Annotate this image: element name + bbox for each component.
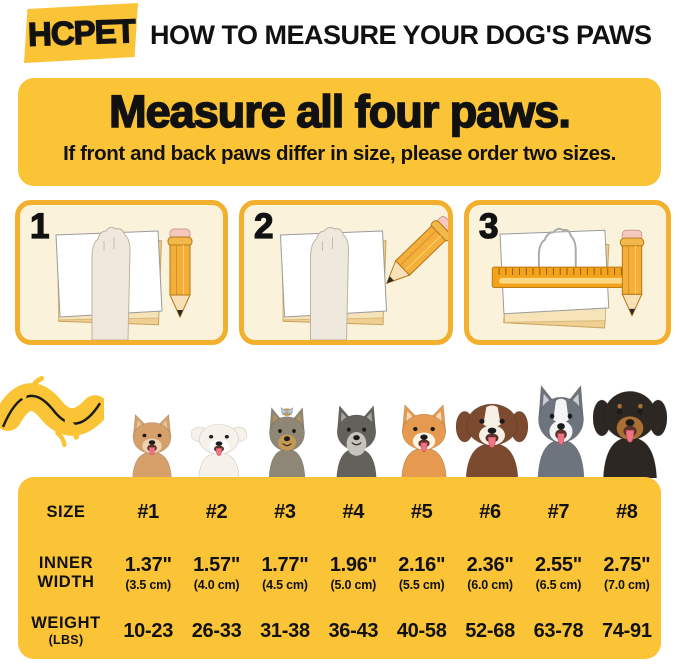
- dog-photo-australian-shepherd: [455, 390, 529, 479]
- weight-value: 36-43: [328, 619, 379, 642]
- dog-photo-miniature-schnauzer: [329, 403, 384, 479]
- step-card-3: 3: [464, 200, 671, 345]
- page-title: HOW TO MEASURE YOUR DOG'S PAWS: [150, 19, 652, 50]
- size-value: #8: [615, 500, 638, 523]
- pencil-icon: [385, 216, 448, 285]
- size-chart: SIZE #1 #2 #3 #4 #5 #6 #7 #8 INNER WIDTH…: [18, 477, 661, 659]
- inner-width-value: 2.36" (6.0 cm): [466, 554, 514, 592]
- measure-banner: Measure all four paws. If front and back…: [18, 78, 661, 186]
- size-value: #6: [479, 500, 501, 523]
- dogs-row: [0, 345, 679, 479]
- dog-paw-icon: [91, 226, 131, 340]
- size-value: #5: [410, 500, 433, 523]
- pencil-icon: [167, 228, 193, 319]
- size-value: #3: [274, 500, 296, 523]
- brand-logo: HCPET: [24, 3, 138, 63]
- inner-width-value: 1.37" (3.5 cm): [124, 554, 172, 592]
- step-card-2: 2: [239, 200, 453, 345]
- dog-photo-yorkshire-terrier: [262, 405, 312, 479]
- weight-row-label: WEIGHT (LBS): [31, 614, 101, 648]
- step-number: 1: [29, 206, 50, 246]
- dog-photo-chihuahua: [125, 412, 179, 479]
- size-value: #4: [342, 500, 365, 523]
- dog-photo-bichon-frise: [190, 414, 248, 479]
- weight-value: 74-91: [601, 619, 652, 642]
- ruler-icon: [491, 266, 635, 289]
- dog-paw-icon: [310, 226, 350, 340]
- size-value: #1: [137, 500, 160, 523]
- inner-width-value: 1.77" (4.5 cm): [261, 554, 309, 592]
- pencil-icon: [619, 229, 645, 317]
- size-row: SIZE #1 #2 #3 #4 #5 #6 #7 #8: [18, 477, 661, 543]
- step-2-illustration: [279, 216, 448, 340]
- paw-outline: [537, 227, 577, 270]
- inner-width-value: 2.55" (6.5 cm): [534, 554, 582, 592]
- step-card-1: 1: [15, 200, 228, 345]
- inner-width-value: 2.16" (5.5 cm): [398, 554, 446, 592]
- weight-value: 31-38: [260, 619, 310, 642]
- steps-row: 1: [0, 200, 679, 345]
- inner-width-value: 1.57" (4.0 cm): [193, 554, 241, 592]
- dog-photo-rottweiler: [592, 375, 668, 479]
- weight-value: 10-23: [123, 619, 174, 642]
- paw-doodle-icon: [0, 375, 104, 448]
- inner-width-row: INNER WIDTH 1.37" (3.5 cm) 1.57" (4.0 cm) …: [18, 543, 661, 603]
- inner-width-row-label: INNER WIDTH: [37, 554, 95, 591]
- brand-logo-text: HCPET: [26, 11, 136, 53]
- size-value: #7: [547, 500, 570, 523]
- inner-width-value: 1.96" (5.0 cm): [329, 554, 377, 592]
- size-row-label: SIZE: [46, 502, 86, 521]
- weight-value: 40-58: [396, 619, 447, 642]
- step-3-illustration: [491, 227, 645, 329]
- weight-row: WEIGHT (LBS) 10-23 26-33 31-38 36-43 40-…: [18, 603, 661, 659]
- dog-photo-shiba-inu: [393, 402, 455, 479]
- dog-photo-siberian-husky: [529, 382, 593, 479]
- header: HCPET HOW TO MEASURE YOUR DOG'S PAWS: [0, 0, 679, 78]
- banner-title: Measure all four paws.: [108, 85, 571, 138]
- step-1-illustration: [55, 226, 193, 340]
- weight-value: 26-33: [191, 619, 242, 642]
- step-number: 3: [478, 206, 499, 246]
- step-number: 2: [253, 206, 274, 246]
- weight-value: 63-78: [533, 619, 584, 642]
- size-value: #2: [205, 500, 228, 523]
- banner-subtitle: If front and back paws differ in size, p…: [63, 142, 616, 165]
- inner-width-value: 2.75" (7.0 cm): [603, 554, 651, 592]
- weight-value: 52-68: [465, 619, 515, 642]
